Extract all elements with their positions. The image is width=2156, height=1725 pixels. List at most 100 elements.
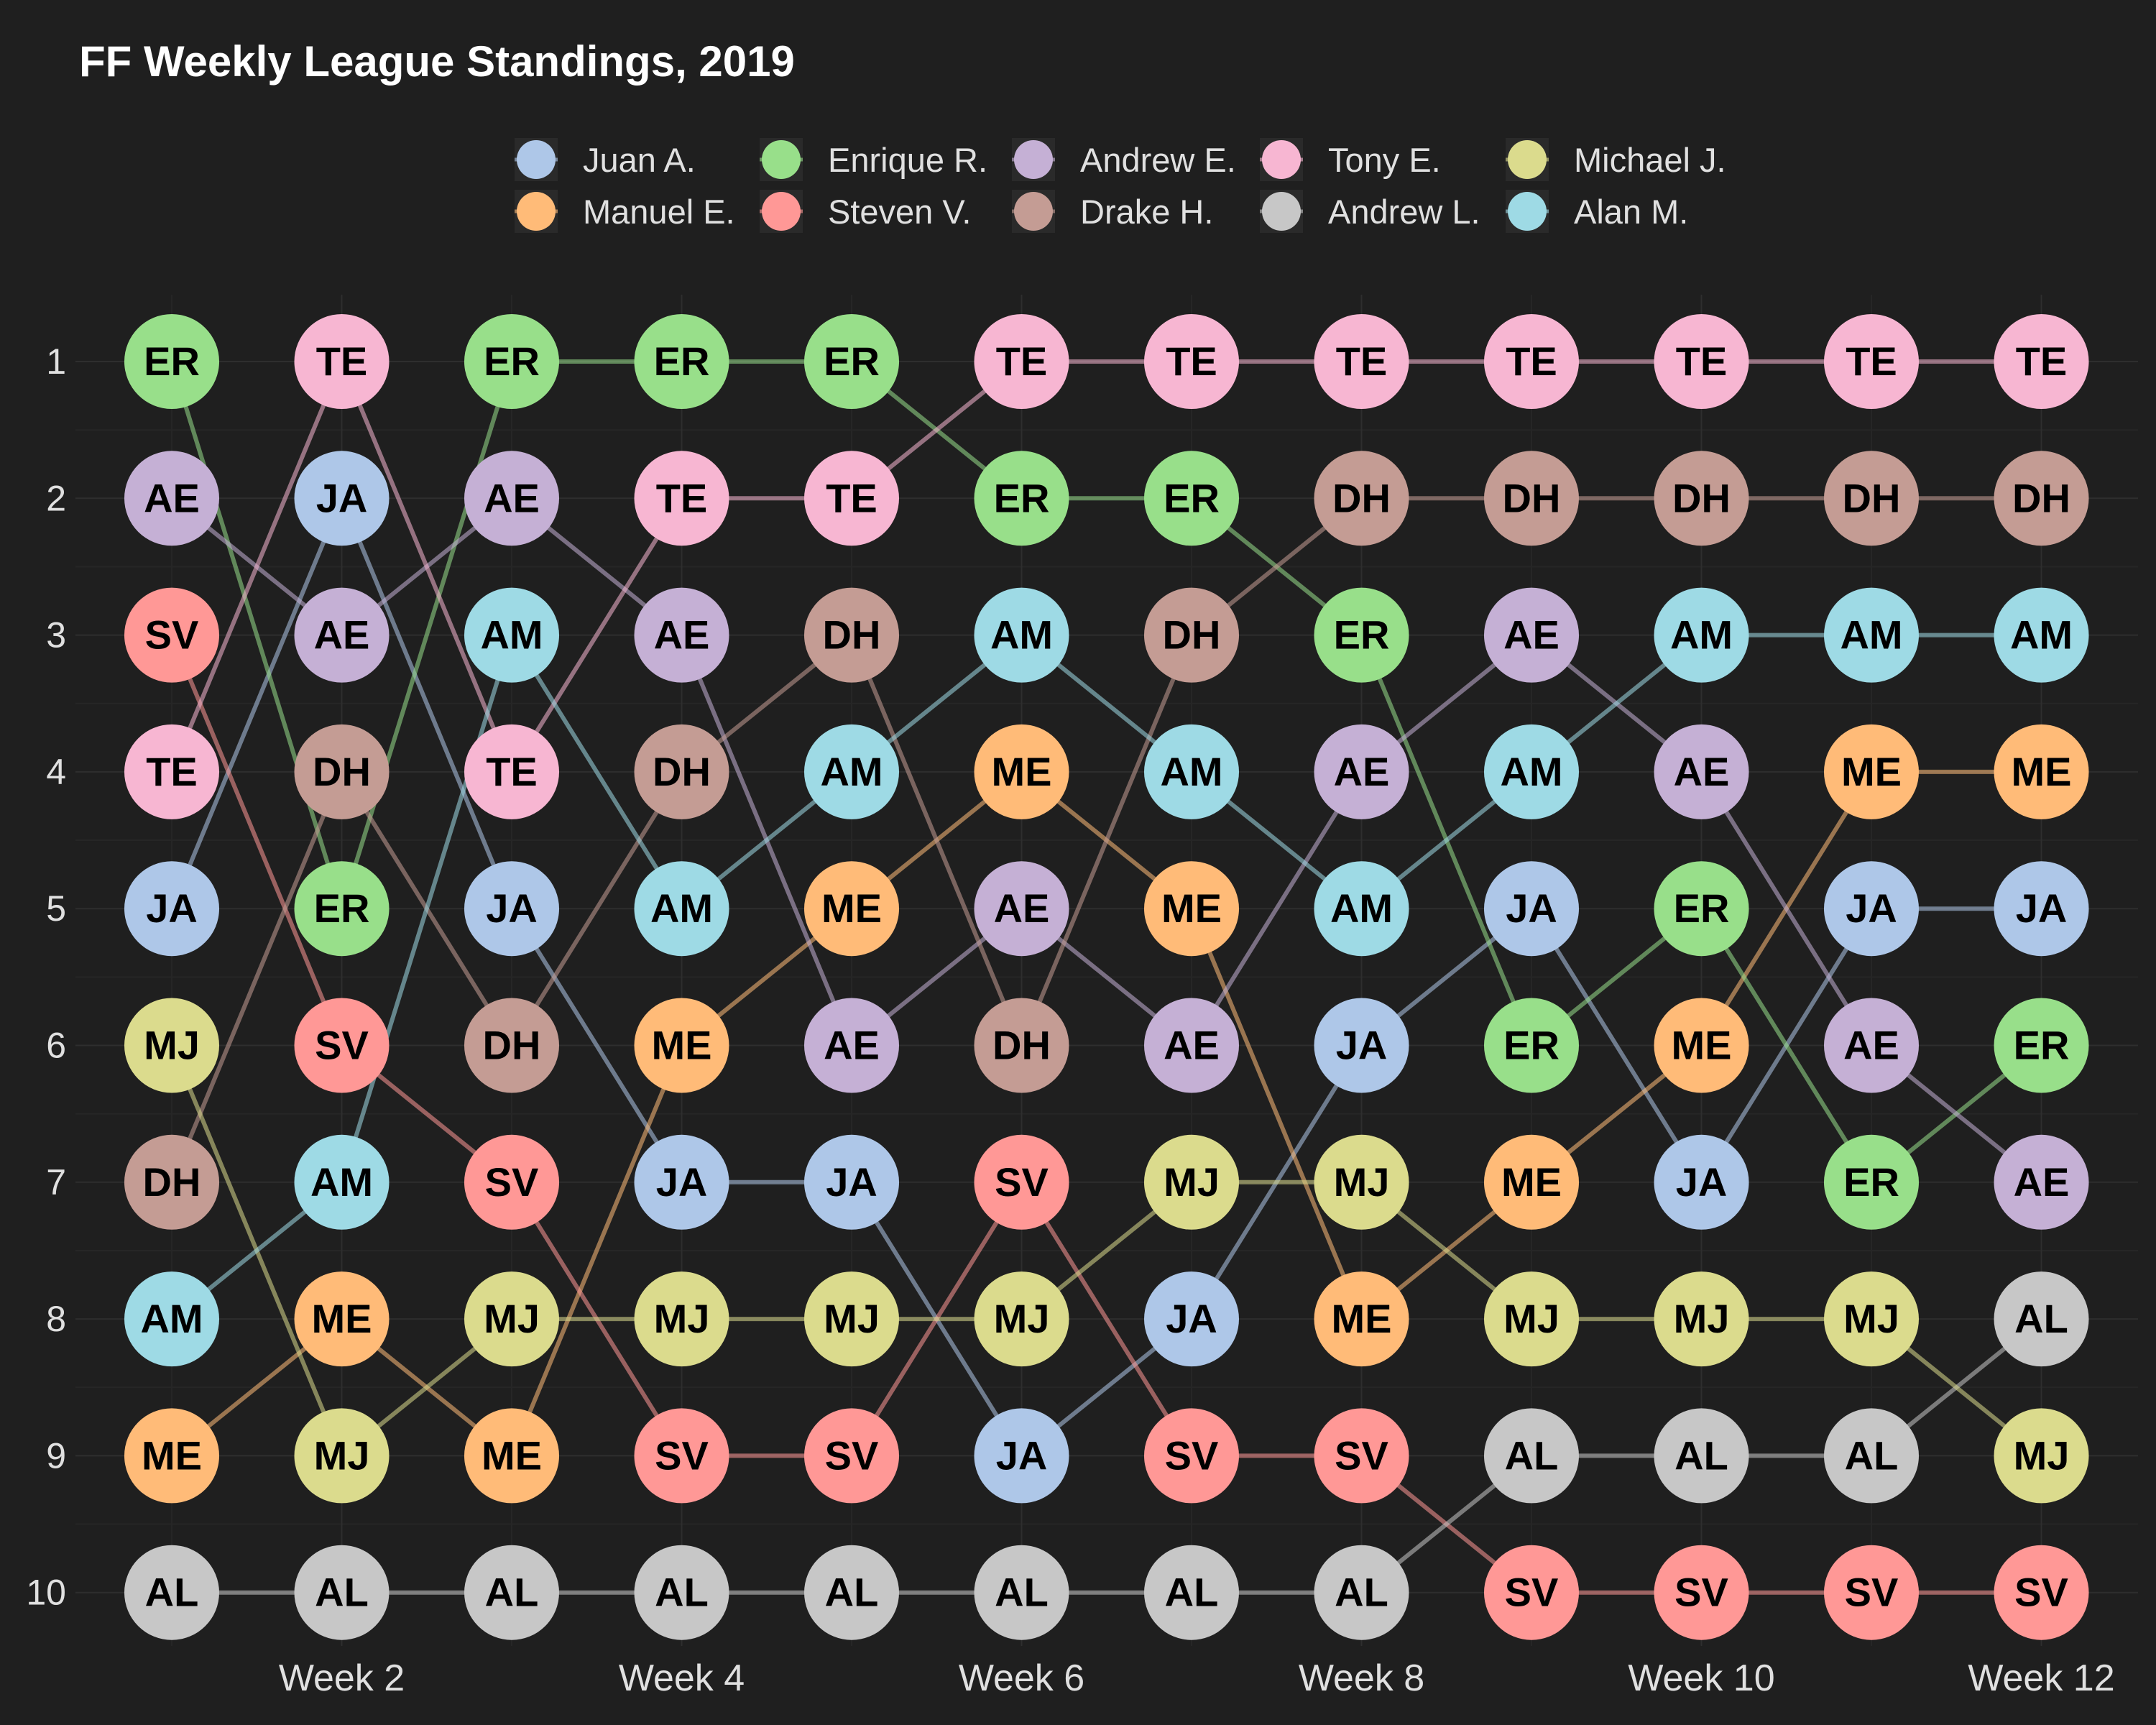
rank-node-circle bbox=[1144, 314, 1239, 409]
rank-node-al: AL bbox=[1824, 1408, 1919, 1504]
rank-node-label: TE bbox=[1166, 339, 1217, 384]
y-tick-label: 3 bbox=[46, 615, 66, 656]
rank-node-circle bbox=[1484, 1134, 1579, 1230]
rank-node-er: ER bbox=[1144, 451, 1239, 546]
rank-node-ja: JA bbox=[804, 1134, 899, 1230]
rank-node-label: SV bbox=[485, 1159, 539, 1205]
rank-node-label: DH bbox=[1332, 475, 1391, 520]
rank-node-circle bbox=[1314, 861, 1409, 957]
legend-key-dot bbox=[1262, 192, 1301, 231]
rank-node-circle bbox=[1314, 451, 1409, 546]
rank-node-circle bbox=[634, 314, 729, 409]
rank-node-label: AM bbox=[1500, 749, 1562, 794]
rank-node-sv: SV bbox=[804, 1408, 899, 1504]
rank-node-dh: DH bbox=[974, 998, 1069, 1093]
legend-label: Steven V. bbox=[828, 193, 971, 231]
rank-node-circle bbox=[1144, 1408, 1239, 1504]
rank-node-label: ER bbox=[994, 475, 1050, 520]
rank-node-me: ME bbox=[974, 724, 1069, 819]
rank-node-circle bbox=[294, 861, 390, 957]
rank-node-mj: MJ bbox=[974, 1271, 1069, 1367]
legend-item-dh: Drake H. bbox=[1012, 190, 1213, 233]
rank-node-ae: AE bbox=[634, 587, 729, 683]
rank-node-circle bbox=[804, 861, 899, 957]
rank-node-al: AL bbox=[1314, 1545, 1409, 1640]
legend-key-dot bbox=[1508, 140, 1547, 179]
rank-node-label: AE bbox=[1843, 1023, 1899, 1068]
rank-node-te: TE bbox=[294, 314, 390, 409]
rank-node-label: MJ bbox=[2014, 1432, 2070, 1478]
rank-node-circle bbox=[1824, 1271, 1919, 1367]
rank-node-label: ME bbox=[821, 886, 882, 931]
legend-item-er: Enrique R. bbox=[760, 138, 987, 181]
rank-node-circle bbox=[804, 1271, 899, 1367]
rank-node-label: JA bbox=[1166, 1296, 1217, 1341]
rank-node-mj: MJ bbox=[1484, 1271, 1579, 1367]
rank-node-me: ME bbox=[294, 1271, 390, 1367]
rank-node-circle bbox=[1654, 1134, 1749, 1230]
rank-node-label: AM bbox=[480, 612, 543, 658]
rank-node-circle bbox=[974, 451, 1069, 546]
rank-node-circle bbox=[1824, 314, 1919, 409]
rank-node-ja: JA bbox=[1824, 861, 1919, 957]
rank-node-ja: JA bbox=[1654, 1134, 1749, 1230]
rank-node-me: ME bbox=[124, 1408, 219, 1504]
rank-node-sv: SV bbox=[1994, 1545, 2089, 1640]
rank-node-circle bbox=[804, 451, 899, 546]
rank-node-me: ME bbox=[1654, 998, 1749, 1093]
rank-node-er: ER bbox=[294, 861, 390, 957]
rank-node-circle bbox=[804, 998, 899, 1093]
rank-node-sv: SV bbox=[124, 587, 219, 683]
rank-node-circle bbox=[1994, 861, 2089, 957]
rank-node-circle bbox=[1144, 1271, 1239, 1367]
rank-node-circle bbox=[1994, 998, 2089, 1093]
rank-node-circle bbox=[464, 314, 559, 409]
rank-node-mj: MJ bbox=[1824, 1271, 1919, 1367]
rank-node-circle bbox=[124, 998, 219, 1093]
rank-node-circle bbox=[464, 451, 559, 546]
rank-node-label: SV bbox=[995, 1159, 1049, 1205]
rank-node-label: JA bbox=[656, 1159, 708, 1205]
rank-node-am: AM bbox=[1144, 724, 1239, 819]
rank-node-am: AM bbox=[1824, 587, 1919, 683]
rank-node-circle bbox=[1824, 724, 1919, 819]
rank-node-circle bbox=[1484, 451, 1579, 546]
rank-node-circle bbox=[464, 587, 559, 683]
rank-node-te: TE bbox=[804, 451, 899, 546]
rank-node-circle bbox=[1994, 314, 2089, 409]
rank-node-label: AL bbox=[995, 1570, 1049, 1615]
rank-node-circle bbox=[634, 998, 729, 1093]
rank-node-me: ME bbox=[1484, 1134, 1579, 1230]
rank-node-label: DH bbox=[313, 749, 371, 794]
rank-node-label: MJ bbox=[994, 1296, 1050, 1341]
rank-node-circle bbox=[974, 1271, 1069, 1367]
rank-node-label: ER bbox=[824, 339, 880, 384]
rank-node-circle bbox=[974, 587, 1069, 683]
rank-node-circle bbox=[124, 1545, 219, 1640]
rank-node-label: ER bbox=[1164, 475, 1220, 520]
legend-label: Michael J. bbox=[1574, 141, 1726, 179]
rank-node-circle bbox=[1654, 998, 1749, 1093]
rank-node-ja: JA bbox=[124, 861, 219, 957]
x-tick-label: Week 12 bbox=[1968, 1657, 2114, 1699]
rank-node-circle bbox=[124, 451, 219, 546]
rank-node-al: AL bbox=[1654, 1408, 1749, 1504]
rank-node-circle bbox=[464, 724, 559, 819]
legend-key-dot bbox=[1508, 192, 1547, 231]
x-tick-label: Week 2 bbox=[279, 1657, 405, 1699]
rank-node-circle bbox=[1484, 861, 1579, 957]
rank-node-circle bbox=[294, 314, 390, 409]
rank-node-label: ME bbox=[652, 1023, 712, 1068]
rank-node-am: AM bbox=[974, 587, 1069, 683]
rank-node-mj: MJ bbox=[124, 998, 219, 1093]
rank-node-al: AL bbox=[634, 1545, 729, 1640]
rank-node-sv: SV bbox=[1314, 1408, 1409, 1504]
rank-node-dh: DH bbox=[1824, 451, 1919, 546]
rank-node-label: DH bbox=[992, 1023, 1051, 1068]
rank-node-circle bbox=[1144, 861, 1239, 957]
x-tick-label: Week 10 bbox=[1628, 1657, 1774, 1699]
rank-node-circle bbox=[1484, 724, 1579, 819]
legend-label: Manuel E. bbox=[583, 193, 735, 231]
rank-node-label: SV bbox=[1845, 1570, 1899, 1615]
